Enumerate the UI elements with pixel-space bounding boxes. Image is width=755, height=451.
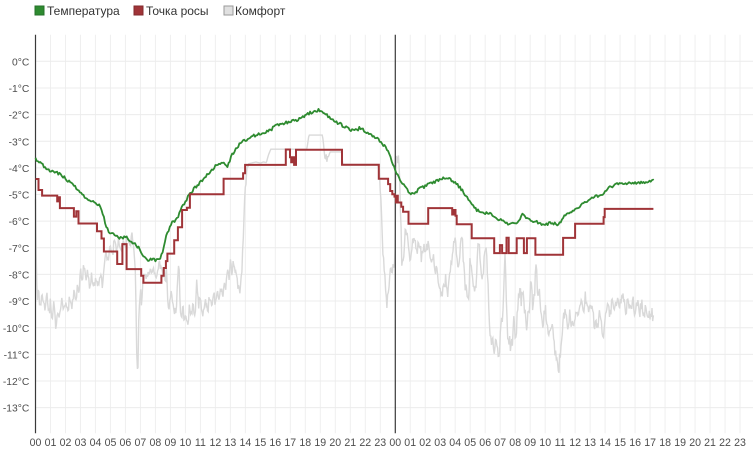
svg-text:07: 07 [135, 437, 147, 449]
svg-text:15: 15 [614, 437, 626, 449]
svg-text:-9°C: -9°C [9, 297, 30, 308]
svg-text:06: 06 [479, 437, 491, 449]
svg-text:19: 19 [674, 437, 686, 449]
svg-text:-4°C: -4°C [9, 164, 30, 175]
svg-text:-11°C: -11°C [4, 350, 30, 361]
svg-text:21: 21 [344, 437, 356, 449]
svg-text:01: 01 [45, 437, 57, 449]
svg-text:15: 15 [255, 437, 267, 449]
svg-text:22: 22 [719, 437, 731, 449]
svg-text:22: 22 [359, 437, 371, 449]
svg-text:12: 12 [210, 437, 222, 449]
svg-text:16: 16 [629, 437, 641, 449]
svg-text:08: 08 [509, 437, 521, 449]
svg-text:11: 11 [555, 437, 566, 449]
svg-text:19: 19 [314, 437, 326, 449]
svg-text:08: 08 [150, 437, 162, 449]
svg-text:05: 05 [464, 437, 476, 449]
svg-text:07: 07 [494, 437, 506, 449]
svg-text:16: 16 [269, 437, 281, 449]
svg-text:-12°C: -12°C [3, 377, 30, 388]
svg-text:18: 18 [659, 437, 671, 449]
svg-text:05: 05 [105, 437, 117, 449]
svg-text:04: 04 [449, 437, 461, 449]
svg-text:Точка росы: Точка росы [146, 4, 209, 18]
svg-text:09: 09 [524, 437, 536, 449]
svg-text:17: 17 [644, 437, 656, 449]
svg-text:0°C: 0°C [12, 57, 30, 68]
svg-text:-1°C: -1°C [9, 84, 30, 95]
svg-text:20: 20 [689, 437, 701, 449]
svg-text:10: 10 [539, 437, 551, 449]
svg-text:-6°C: -6°C [9, 217, 30, 228]
svg-text:Комфорт: Комфорт [235, 4, 286, 18]
svg-text:Температура: Температура [47, 4, 120, 18]
svg-text:17: 17 [284, 437, 296, 449]
svg-text:09: 09 [165, 437, 177, 449]
svg-text:13: 13 [225, 437, 237, 449]
svg-text:03: 03 [75, 437, 87, 449]
svg-text:04: 04 [90, 437, 102, 449]
svg-text:-10°C: -10°C [3, 324, 30, 335]
svg-text:06: 06 [120, 437, 132, 449]
svg-text:21: 21 [704, 437, 716, 449]
svg-text:-5°C: -5°C [9, 191, 30, 202]
svg-text:14: 14 [240, 437, 252, 449]
svg-text:10: 10 [180, 437, 192, 449]
svg-text:-2°C: -2°C [9, 111, 30, 122]
svg-text:20: 20 [329, 437, 341, 449]
svg-text:23: 23 [374, 437, 386, 449]
svg-text:23: 23 [734, 437, 746, 449]
svg-text:-7°C: -7°C [9, 244, 30, 255]
svg-text:-3°C: -3°C [9, 137, 30, 148]
svg-text:02: 02 [419, 437, 431, 449]
svg-text:-13°C: -13°C [3, 404, 30, 415]
svg-text:11: 11 [195, 437, 206, 449]
svg-text:00: 00 [389, 437, 401, 449]
svg-text:01: 01 [404, 437, 416, 449]
svg-text:-8°C: -8°C [9, 271, 30, 282]
svg-text:18: 18 [299, 437, 311, 449]
svg-text:14: 14 [599, 437, 611, 449]
svg-text:02: 02 [60, 437, 72, 449]
svg-text:03: 03 [434, 437, 446, 449]
svg-text:00: 00 [30, 437, 42, 449]
svg-text:12: 12 [569, 437, 581, 449]
svg-text:13: 13 [584, 437, 596, 449]
